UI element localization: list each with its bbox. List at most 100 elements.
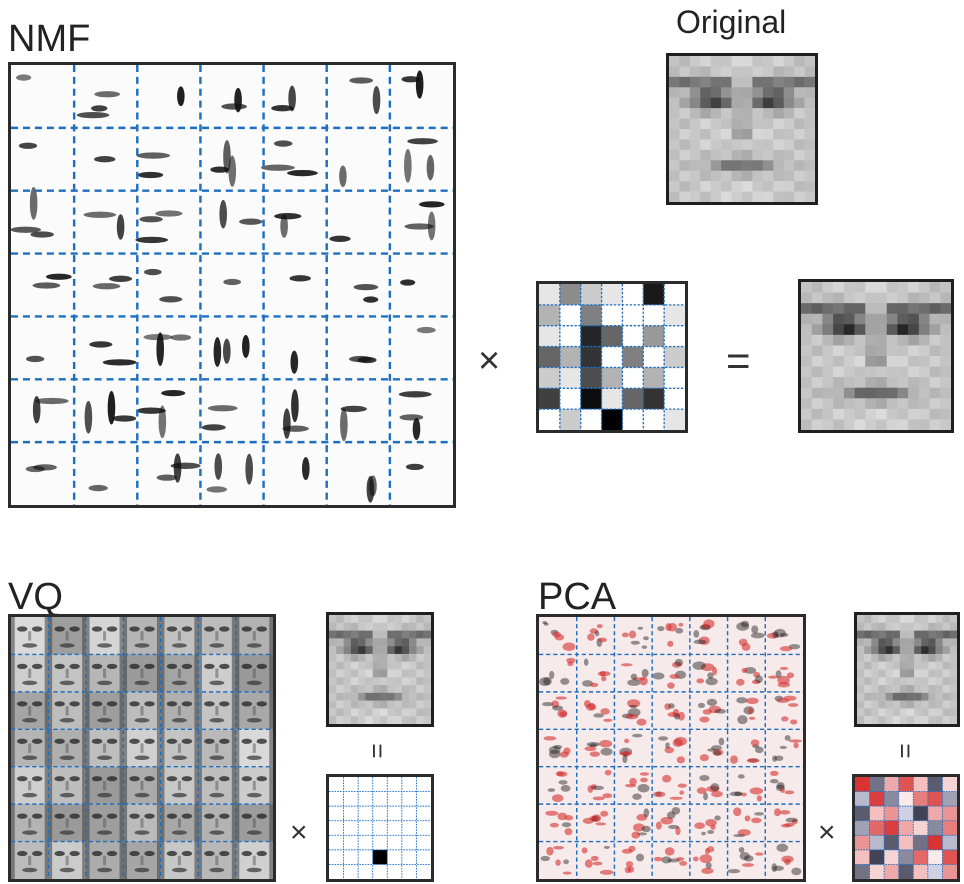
vq-basis-tile bbox=[160, 729, 199, 767]
nmf-face-pixels bbox=[801, 282, 951, 430]
pca-basis-tile bbox=[539, 841, 577, 879]
nmf-grid-lines bbox=[11, 65, 453, 505]
nmf-basis-tile bbox=[326, 65, 390, 128]
pca-basis-tile bbox=[576, 729, 615, 767]
nmf-encoding-cell bbox=[622, 409, 644, 430]
nmf-encoding-cell bbox=[622, 304, 644, 327]
pca-encoding-cell bbox=[898, 835, 914, 851]
vq-basis-tile bbox=[123, 729, 161, 767]
nmf-equals-operator: = bbox=[726, 337, 751, 384]
nmf-basis-tile bbox=[260, 127, 327, 191]
nmf-basis-tile bbox=[137, 442, 201, 505]
vq-encoding-active-cell bbox=[372, 849, 388, 865]
pca-basis-tile bbox=[614, 804, 653, 842]
pca-encoding-cell bbox=[927, 806, 943, 821]
pca-basis-tile bbox=[576, 804, 615, 842]
nmf-basis-tile bbox=[326, 127, 390, 191]
nmf-encoding-cell bbox=[622, 367, 644, 389]
nmf-basis-tile bbox=[137, 316, 201, 380]
nmf-encoding-cell bbox=[643, 284, 665, 306]
pca-basis-tile bbox=[689, 617, 728, 655]
pca-basis-tile bbox=[614, 766, 653, 805]
nmf-basis-tile bbox=[137, 253, 201, 317]
pca-encoding-cell bbox=[898, 806, 914, 821]
pca-encoding-cell bbox=[927, 849, 943, 865]
vq-basis-tile bbox=[198, 841, 236, 879]
vq-basis-tile bbox=[11, 804, 49, 842]
nmf-encoding-cell bbox=[539, 388, 561, 410]
pca-encoding-cell bbox=[884, 849, 899, 865]
pca-encoding-cell bbox=[942, 791, 957, 807]
pca-encoding-cell bbox=[855, 777, 870, 792]
pca-basis-tile bbox=[539, 804, 577, 842]
nmf-basis-tile bbox=[74, 253, 138, 317]
nmf-times-operator: × bbox=[478, 340, 501, 382]
pca-basis-tile bbox=[689, 804, 728, 842]
nmf-basis-tile bbox=[389, 379, 453, 443]
nmf-encoding-cell bbox=[643, 325, 665, 347]
nmf-encoding-cell bbox=[643, 367, 665, 389]
vq-basis-tile bbox=[48, 654, 86, 692]
nmf-encoding-grid bbox=[536, 281, 688, 433]
nmf-basis-tile bbox=[74, 442, 138, 505]
nmf-encoding-cell bbox=[601, 304, 623, 327]
pca-basis-tile bbox=[689, 766, 728, 805]
vq-reconstruction-image bbox=[326, 612, 434, 727]
pca-encoding-cell bbox=[855, 849, 870, 865]
vq-basis-tile bbox=[198, 617, 236, 655]
pca-basis-tile bbox=[689, 654, 728, 692]
pca-encoding-cell bbox=[913, 791, 929, 807]
pca-reconstruction-image bbox=[854, 612, 960, 727]
vq-basis-tile bbox=[85, 766, 124, 805]
pca-encoding-cell bbox=[927, 820, 943, 836]
vq-basis-tile bbox=[160, 691, 199, 730]
vq-basis-tile bbox=[123, 841, 161, 879]
vq-basis-tile bbox=[123, 804, 161, 842]
pca-basis-tile bbox=[727, 841, 766, 879]
vq-basis-tile bbox=[11, 729, 49, 767]
nmf-basis-tile bbox=[200, 127, 264, 191]
nmf-reconstruction-image bbox=[798, 279, 954, 433]
nmf-basis-tile bbox=[326, 316, 390, 380]
pca-encoding-cell bbox=[913, 849, 929, 865]
nmf-encoding-cell bbox=[601, 409, 623, 430]
nmf-encoding-cell bbox=[664, 367, 685, 389]
vq-basis-tile bbox=[48, 691, 86, 730]
pca-basis-tile bbox=[539, 617, 577, 655]
pca-basis-tile bbox=[727, 691, 766, 730]
pca-encoding-cell bbox=[942, 835, 957, 851]
nmf-basis-tile bbox=[389, 127, 453, 191]
nmf-encoding-cell bbox=[559, 346, 582, 368]
pca-basis-tile bbox=[576, 617, 615, 655]
nmf-basis-tile bbox=[136, 379, 201, 443]
nmf-encoding-cell bbox=[643, 388, 665, 410]
vq-tiles bbox=[11, 617, 273, 879]
vq-basis-tile bbox=[123, 617, 161, 655]
vq-encoding-grid bbox=[326, 774, 434, 882]
nmf-encoding-cell bbox=[601, 367, 623, 389]
nmf-basis-tile bbox=[389, 65, 453, 128]
nmf-encoding-cell bbox=[643, 346, 665, 368]
nmf-basis-tile bbox=[11, 253, 75, 317]
pca-encoding-cell bbox=[884, 806, 899, 821]
nmf-basis-tile bbox=[74, 127, 138, 191]
nmf-encoding-cell bbox=[643, 409, 665, 430]
pca-basis-tile bbox=[765, 841, 803, 879]
nmf-basis-tile bbox=[11, 127, 75, 191]
vq-basis-tile bbox=[235, 766, 273, 805]
nmf-basis-tile bbox=[11, 442, 75, 505]
vq-basis-tile bbox=[160, 766, 199, 805]
pca-basis-tile bbox=[652, 617, 690, 655]
pca-tiles bbox=[539, 617, 803, 879]
pca-encoding-cell bbox=[869, 820, 885, 836]
nmf-basis-tile bbox=[326, 379, 390, 443]
pca-basis-tile bbox=[652, 841, 690, 879]
vq-basis-tile bbox=[123, 691, 161, 730]
pca-encoding-cell bbox=[869, 849, 885, 865]
vq-basis-tile bbox=[235, 617, 273, 655]
pca-encoding-cell bbox=[927, 864, 943, 879]
vq-basis-tile bbox=[85, 691, 124, 730]
vq-basis-tile bbox=[198, 654, 236, 692]
nmf-encoding-cell bbox=[539, 346, 561, 368]
nmf-encoding-cell bbox=[601, 388, 623, 410]
